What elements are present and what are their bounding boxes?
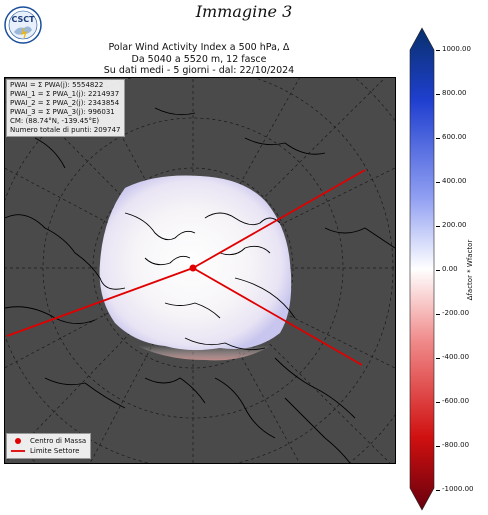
colorbar-tick-neg400: -400.00: [442, 353, 470, 361]
map-title-block: Polar Wind Activity Index a 500 hPa, Δ D…: [4, 42, 394, 77]
stat-total-points: Numero totale di punti: 209747: [10, 126, 121, 134]
colorbar-tick-0: 0.00: [442, 265, 458, 273]
map-canvas: [5, 78, 395, 463]
stat-pwai-3: PWAI_3 = Σ PWA_3(j): 996031: [10, 108, 115, 116]
colorbar-tick-1000: 1000.00: [442, 45, 471, 53]
red-dot-icon: [15, 438, 21, 444]
svg-text:CSCT: CSCT: [11, 15, 35, 24]
red-line-icon: [11, 450, 25, 452]
center-of-mass-marker: [189, 264, 197, 272]
title-line-2: Da 5040 a 5520 m, 12 fasce: [131, 53, 267, 65]
colorbar-tick-neg200: -200.00: [442, 309, 470, 317]
stat-pwai-1: PWAI_1 = Σ PWA_1(j): 2214937: [10, 90, 120, 98]
stat-pwai-2: PWAI_2 = Σ PWA_2(j): 2343854: [10, 99, 120, 107]
title-line-3: Su dati medi - 5 giorni - dal: 22/10/202…: [103, 65, 295, 76]
colorbar-tick-neg800: -800.00: [442, 441, 470, 449]
sector-limit-lines: [6, 169, 366, 366]
colorbar-tick-600: 600.00: [442, 133, 467, 141]
colorbar: [409, 27, 435, 511]
map-legend: Centro di Massa Limite Settore: [6, 433, 92, 459]
colorbar-label: Δfactor * Wfactor: [466, 239, 474, 301]
colorbar-tick-400: 400.00: [442, 177, 467, 185]
legend-item-sector-limit: Limite Settore: [11, 446, 86, 456]
legend-label-center-of-mass: Centro di Massa: [30, 437, 87, 445]
stat-center-of-mass: CM: (88.74°N, -139.45°E): [10, 117, 100, 125]
colorbar-tick-200: 200.00: [442, 221, 467, 229]
statistics-box: PWAI = Σ PWA(j): 5554822 PWAI_1 = Σ PWA_…: [6, 79, 125, 137]
figure-caption: Immagine 3: [195, 2, 293, 21]
colorbar-tick-neg600: -600.00: [442, 397, 470, 405]
legend-item-center-of-mass: Centro di Massa: [11, 436, 86, 446]
colorbar-tick-800: 800.00: [442, 89, 467, 97]
polar-map: [4, 77, 396, 464]
wind-activity-region: [99, 175, 292, 351]
stat-pwai: PWAI = Σ PWA(j): 5554822: [10, 81, 104, 89]
colorbar-tick-neg1000: -1000.00: [442, 485, 474, 493]
csct-logo: CSCT: [4, 6, 42, 44]
title-line-1: Polar Wind Activity Index a 500 hPa, Δ: [108, 42, 290, 53]
legend-label-sector-limit: Limite Settore: [30, 447, 80, 455]
